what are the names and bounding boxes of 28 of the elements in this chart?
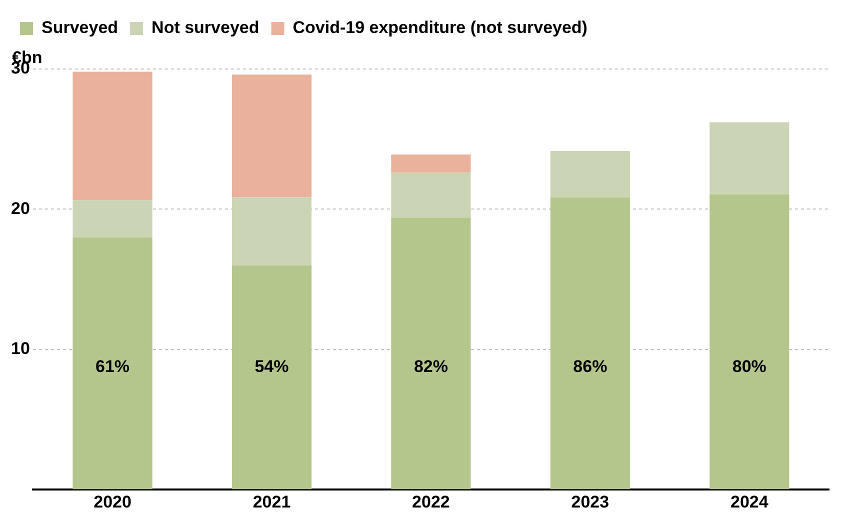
bar	[391, 172, 471, 218]
x-tick-label: 2022	[412, 492, 450, 512]
bar	[710, 194, 790, 490]
x-tick-label: 2024	[730, 492, 769, 512]
legend-label: Covid-19 expenditure (not surveyed)	[292, 18, 588, 38]
bar	[550, 151, 630, 198]
annotation: 80%	[732, 356, 766, 376]
bar	[72, 237, 152, 490]
y-tick-label: 10	[10, 339, 30, 358]
annotation: 86%	[573, 356, 608, 376]
annotation: 82%	[414, 356, 448, 376]
y-tick-label: 20	[10, 198, 30, 218]
annotation: 61%	[96, 356, 130, 376]
legend-label: Surveyed	[42, 18, 118, 38]
bar	[232, 197, 312, 266]
annotation: 54%	[254, 356, 289, 376]
bar	[232, 265, 312, 490]
bar	[391, 154, 471, 173]
bar	[72, 200, 152, 238]
x-tick-label: 2020	[94, 492, 132, 512]
x-tick-label: 2021	[252, 492, 291, 512]
bar	[550, 197, 630, 490]
bar	[391, 218, 471, 490]
bar	[232, 74, 312, 198]
bar	[710, 122, 790, 194]
x-tick-label: 2023	[571, 492, 610, 512]
bar	[72, 72, 152, 200]
legend-label: Not surveyed	[152, 18, 260, 38]
